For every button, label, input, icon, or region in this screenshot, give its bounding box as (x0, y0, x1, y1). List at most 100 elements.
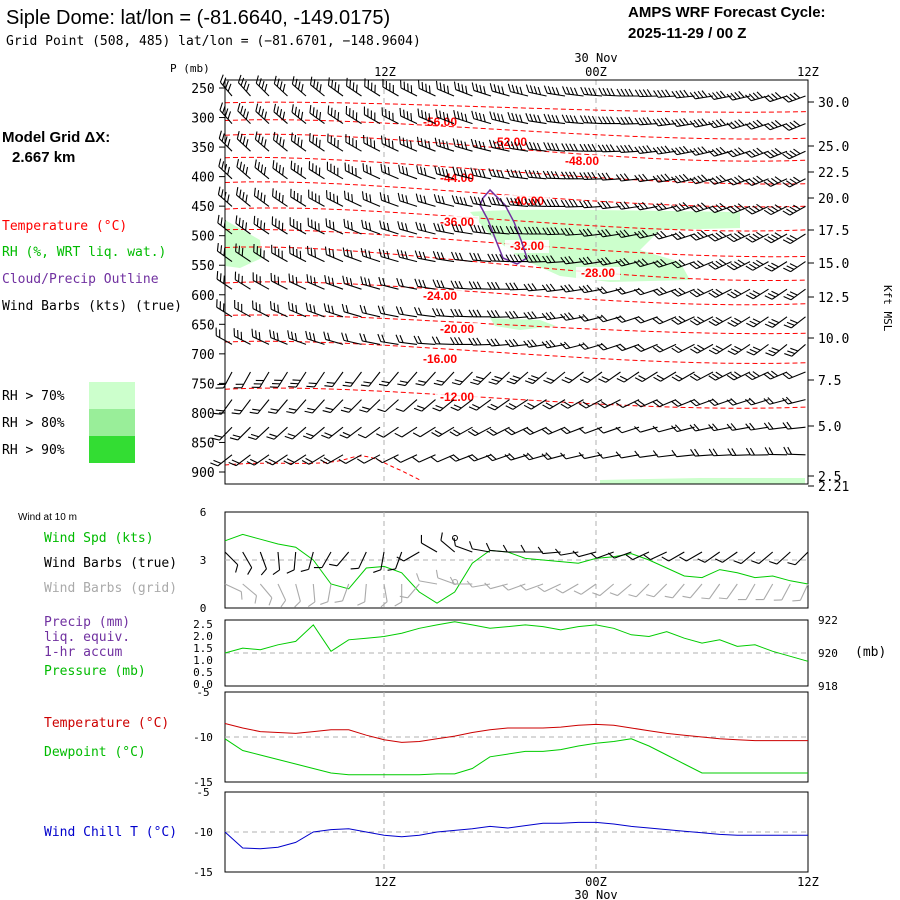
profile-barb-10-16-flag-2 (512, 375, 521, 380)
profile-barb-9-7-shaft (343, 339, 362, 345)
profile-barb-5-7-shaft (344, 226, 362, 235)
wind-barb-true-22-shaft (596, 551, 614, 559)
profile-barb-5-15-flag-3 (499, 225, 505, 234)
profile-barb-10-5-shaft (313, 371, 325, 388)
pressure-tick-700: 700 (191, 348, 214, 363)
profile-barb-13-25 (671, 449, 695, 458)
profile-barb-1-11-flag-1 (421, 110, 424, 119)
profile-barb-0-18-flag-3 (555, 87, 560, 96)
wind-barb-true-24 (625, 551, 650, 561)
profile-barb-6-12-flag-2 (440, 252, 445, 261)
profile-barb-13-4-shaft (290, 454, 307, 466)
profile-barb-3-19-flag-3 (573, 171, 578, 180)
profile-barb-0-27-flag-2 (716, 91, 723, 99)
profile-barb-6-22-flag-0 (615, 259, 622, 267)
profile-barb-6-26-shaft (696, 261, 714, 270)
profile-barb-1-7-shaft (345, 113, 362, 125)
profile-barb-9-31-flag-2 (790, 347, 799, 352)
profile-barb-4-16-flag-2 (514, 197, 519, 206)
profile-barb-4-1-flag-1 (239, 189, 242, 198)
profile-barb-13-30-flag-1 (768, 447, 774, 455)
profile-barb-12-20-shaft (584, 426, 603, 434)
wind-barb-grid-16 (484, 582, 508, 590)
profile-barb-7-7 (342, 275, 362, 290)
profile-barb-8-1-flag-2 (241, 303, 243, 312)
profile-barb-5-31-flag-1 (786, 237, 794, 242)
profile-barb-4-25-flag-1 (674, 204, 682, 211)
profile-barb-12-2-shaft (255, 426, 270, 440)
profile-barb-11-12-flag-0 (432, 407, 441, 412)
profile-barb-10-3-flag-1 (272, 383, 281, 385)
bottom-tick-00z: 00Z (585, 875, 607, 889)
profile-barb-1-10-shaft (400, 115, 418, 125)
profile-barb-4-29 (745, 203, 769, 215)
wind-barb-grid-12-shaft (419, 580, 438, 585)
profile-barb-13-3-shaft (272, 454, 288, 466)
profile-barb-5-7-flag-2 (350, 222, 353, 231)
profile-barb-2-3-flag-2 (279, 136, 282, 145)
profile-barb-6-14-flag-1 (473, 252, 478, 261)
profile-barb-1-19-shaft (565, 121, 584, 125)
profile-barb-5-16-flag-3 (517, 226, 523, 235)
rh70-region-surface (600, 478, 805, 484)
profile-barb-7-1-flag-1 (238, 273, 240, 282)
profile-barb-0-8-flag-2 (370, 82, 373, 91)
profile-barb-13-19-flag-0 (560, 452, 567, 460)
profile-barb-1-1-shaft (237, 110, 251, 124)
profile-barb-2-8 (363, 134, 381, 152)
wind-barb-true-4 (286, 551, 297, 574)
profile-barb-3-0 (218, 158, 233, 180)
profile-barb-1-28-flag-3 (738, 119, 745, 126)
profile-barb-6-18-shaft (547, 261, 566, 264)
profile-barb-2-20-flag-0 (579, 143, 585, 152)
profile-barb-11-4 (286, 399, 307, 414)
profile-barb-3-10-flag-1 (401, 165, 405, 175)
wind-barb-grid-16-shaft (490, 583, 508, 590)
profile-barb-3-31-flag-1 (785, 180, 794, 186)
top-tick-12z-b: 12Z (797, 65, 819, 79)
profile-barb-6-16-flag-1 (509, 254, 515, 262)
wind-barb-grid-10-flag-0 (394, 601, 402, 607)
profile-barb-1-4 (291, 104, 307, 125)
profile-barb-10-21-flag-1 (601, 376, 610, 381)
profile-barb-7-25-flag-2 (678, 287, 686, 294)
profile-barb-7-19 (560, 284, 584, 293)
profile-barb-13-10 (393, 454, 418, 463)
profile-barb-9-20-flag-1 (582, 342, 589, 349)
profile-barb-3-2 (254, 159, 270, 180)
profile-barb-3-26-shaft (695, 178, 714, 185)
profile-barb-0-31 (782, 92, 806, 103)
wind-barb-true-22 (590, 551, 614, 559)
profile-barb-2-29-flag-0 (745, 151, 752, 158)
profile-barb-9-12-flag-0 (431, 336, 437, 345)
profile-barb-3-5 (308, 161, 325, 180)
profile-barb-5-2-flag-0 (253, 215, 256, 224)
profile-barb-13-5-shaft (308, 454, 325, 465)
profile-barb-12-16-shaft (511, 426, 529, 436)
profile-barb-4-26 (689, 202, 714, 213)
profile-barb-3-13-flag-3 (463, 169, 468, 178)
profile-barb-9-18 (541, 339, 566, 349)
profile-barb-13-6 (320, 454, 344, 465)
profile-barb-11-0-flag-1 (215, 409, 224, 412)
profile-barb-8-25-shaft (677, 316, 695, 325)
profile-barb-3-15-flag-3 (500, 170, 505, 179)
profile-barb-4-1-flag-3 (245, 194, 248, 203)
profile-barb-10-27 (708, 371, 732, 381)
profile-barb-9-14 (468, 337, 492, 346)
profile-barb-0-31-flag-1 (785, 95, 793, 102)
profile-barb-6-14 (469, 252, 492, 263)
profile-barb-11-5-flag-0 (304, 410, 313, 414)
profile-barb-0-20-flag-3 (592, 87, 597, 96)
profile-barb-0-22-flag-1 (620, 88, 626, 97)
wind-calm-grid (452, 579, 458, 585)
profile-barb-12-18 (541, 426, 566, 435)
profile-barb-2-18-flag-2 (551, 142, 556, 151)
profile-barb-10-7-shaft (350, 371, 362, 387)
profile-barb-5-12 (433, 222, 455, 235)
wind-barb-true-19 (537, 546, 561, 555)
height-tick-2: 22.5 (818, 166, 849, 181)
height-tick-11: 2.21 (818, 480, 849, 495)
profile-barb-12-13-flag-1 (453, 429, 461, 435)
profile-barb-4-30-flag-3 (774, 204, 782, 210)
